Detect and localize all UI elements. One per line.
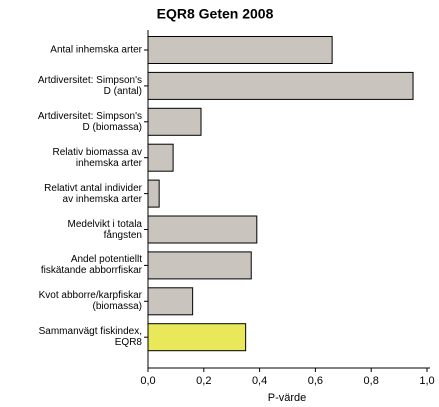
y-tick-label: Kvot abborre/karpfiskar (biomassa) <box>38 290 142 313</box>
x-tick-label: 0,8 <box>364 375 379 387</box>
bar <box>147 287 194 316</box>
y-tick-label: Artdiversitet: Simpson's D (antal) <box>37 74 142 97</box>
bar <box>147 215 258 244</box>
bar <box>147 71 414 100</box>
bar <box>147 251 252 280</box>
bar <box>147 179 160 208</box>
x-tick-label: 0,6 <box>308 375 323 387</box>
y-tick-label: Andel potentiellt fiskätande abborrfiska… <box>40 254 142 277</box>
y-tick-label: Sammanvägt fiskindex, EQR8 <box>38 326 142 349</box>
bar <box>147 323 247 352</box>
chart-title: EQR8 Geten 2008 <box>157 6 274 22</box>
x-axis-label: P-värde <box>268 392 307 404</box>
y-tick-label: Antal inhemska arter <box>50 44 142 56</box>
x-tick-label: 0,0 <box>140 375 155 387</box>
y-tick-label: Relativ biomassa av inhemska arter <box>52 146 142 169</box>
y-tick-label: Artdiversitet: Simpson's D (biomassa) <box>37 110 142 133</box>
bar <box>147 36 333 64</box>
x-tick-label: 0,2 <box>196 375 211 387</box>
x-tick-label: 1,0 <box>419 375 434 387</box>
y-tick-label: Relativt antal individer av inhemska art… <box>44 182 142 205</box>
y-tick-label: Medelvikt i totala fångsten <box>67 218 142 241</box>
x-tick-label: 0,4 <box>252 375 267 387</box>
bar <box>147 107 202 136</box>
bar <box>147 143 174 172</box>
